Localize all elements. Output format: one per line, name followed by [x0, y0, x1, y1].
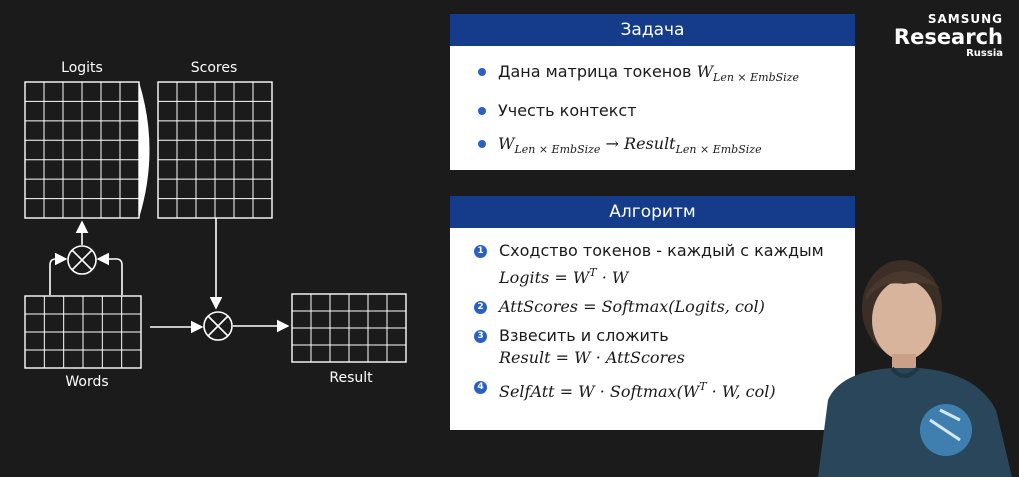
words-label: Words [65, 374, 108, 390]
algorithm-panel-title: Алгоритм [450, 196, 855, 228]
bullet-icon [478, 68, 486, 76]
multiply-node-top [67, 245, 97, 275]
task-panel-title: Задача [450, 14, 855, 46]
step-text: Взвесить и сложить [499, 326, 669, 345]
words-matrix [24, 295, 142, 369]
step-number-badge: 3 [474, 330, 487, 343]
bullet-icon [478, 107, 486, 115]
result-label: Result [329, 370, 373, 386]
algorithm-panel: Алгоритм 1 Сходство токенов - каждый с к… [450, 196, 855, 430]
task-panel: Задача Дана матрица токенов WLen × EmbSi… [450, 14, 855, 170]
task-item-formula: WLen × EmbSize [696, 62, 800, 84]
presenter-video [818, 260, 1012, 477]
list-item: Дана матрица токенов WLen × EmbSize [476, 62, 855, 88]
list-item: WLen × EmbSize → ResultLen × EmbSize [476, 134, 855, 160]
logo-line-1: SAMSUNG [927, 12, 1003, 26]
step-formula: AttScores = Softmax(Logits, col) [499, 297, 765, 316]
list-item: 1 Сходство токенов - каждый с каждым Log… [474, 240, 855, 289]
scores-matrix [157, 81, 273, 219]
list-item: 2 AttScores = Softmax(Logits, col) [474, 296, 855, 318]
step-formula: Result = W · AttScores [499, 348, 685, 367]
bullet-icon [478, 140, 486, 148]
task-item-formula: WLen × EmbSize → ResultLen × EmbSize [498, 134, 762, 156]
flow-arrows [49, 218, 290, 334]
step-formula: SelfAtt = W · Softmax(WT · W, col) [499, 380, 776, 401]
logo-line-2: Research [893, 25, 1003, 49]
scores-label: Scores [191, 60, 238, 76]
attention-diagram: Logits Scores Words Result [24, 60, 407, 390]
task-list: Дана матрица токенов WLen × EmbSize Учес… [450, 46, 855, 160]
list-item: 3 Взвесить и сложить Result = W · AttSco… [474, 325, 855, 369]
algorithm-steps: 1 Сходство токенов - каждый с каждым Log… [450, 228, 855, 403]
multiply-node-bottom [203, 311, 233, 341]
step-formula: Logits = WT · W [499, 266, 629, 287]
step-number-badge: 1 [474, 245, 487, 258]
task-item-text: Учесть контекст [498, 101, 637, 120]
logits-matrix [24, 81, 140, 219]
list-item: Учесть контекст [476, 101, 855, 121]
step-number-badge: 2 [474, 301, 487, 314]
list-item: 4 SelfAtt = W · Softmax(WT · W, col) [474, 376, 855, 403]
result-matrix [291, 293, 407, 363]
softmax-brace [139, 82, 150, 218]
task-item-text: Дана матрица токенов [498, 62, 697, 81]
logo-line-3: Russia [966, 48, 1003, 59]
samsung-research-logo: SAMSUNG Research Russia [894, 12, 1003, 59]
logits-label: Logits [61, 60, 103, 76]
step-number-badge: 4 [474, 381, 487, 394]
step-text: Сходство токенов - каждый с каждым [499, 241, 824, 260]
